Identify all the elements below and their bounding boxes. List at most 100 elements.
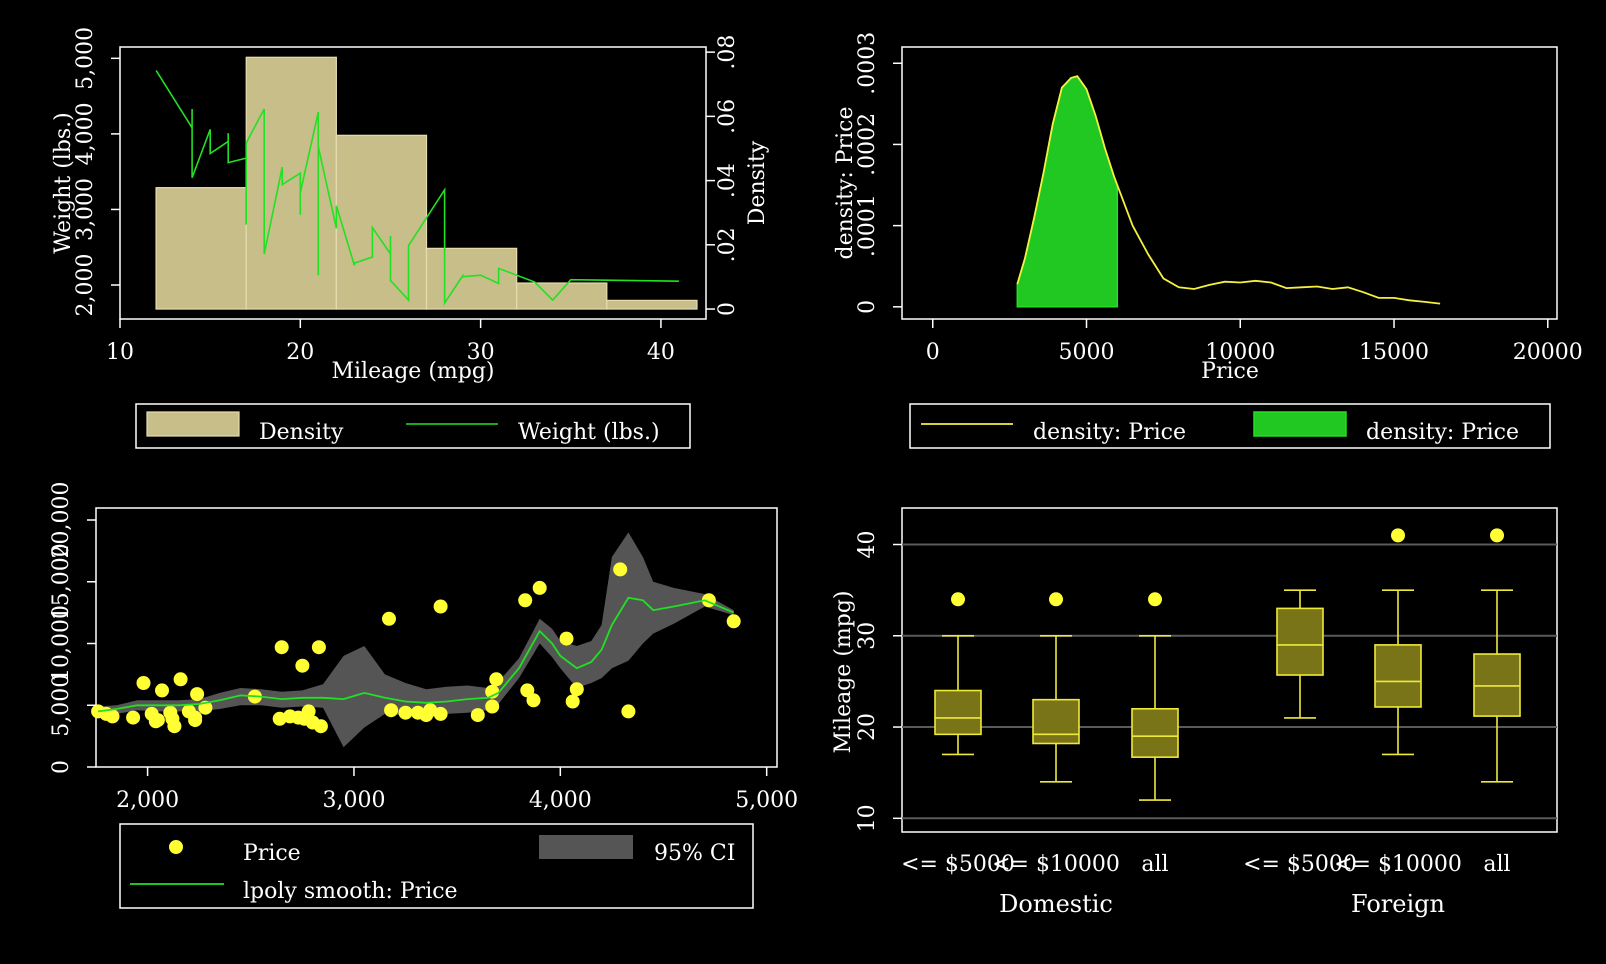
boxplots: [934, 528, 1521, 801]
x-tick-label: 4,000: [529, 788, 592, 813]
histogram-bar: [245, 56, 337, 310]
y-tick-label: 20: [855, 713, 880, 741]
x-axis-ticks: 2,000 3,000 4,000 5,000: [116, 767, 798, 813]
y-tick-label: 40: [855, 531, 880, 559]
price-point: [569, 682, 584, 697]
y2-axis-ticks: 0 .02 .04 .06 .08: [706, 35, 740, 316]
weight-line-series: [155, 69, 680, 306]
y-tick-label: 4,000: [73, 102, 98, 165]
legend-smooth-label: lpoly smooth: Price: [243, 879, 458, 904]
category-label: <= $10000: [992, 852, 1120, 877]
legend-frame: [135, 403, 691, 449]
y-axis-label: density: Price: [833, 107, 858, 260]
y-tick-label: .0003: [855, 32, 880, 95]
y-tick-label: .04: [715, 163, 740, 198]
y-tick-label: 0: [49, 760, 74, 774]
box-domestic-0: [934, 592, 982, 756]
x-tick-label: 3,000: [322, 788, 385, 813]
legend-weight-label: Weight (lbs.): [518, 420, 660, 445]
box-body: [1374, 644, 1422, 708]
x-tick-label: 0: [926, 340, 940, 365]
legend-ci-swatch: [539, 835, 633, 859]
box-foreign-0: [1276, 589, 1324, 719]
price-point: [485, 699, 500, 714]
legend-frame: [909, 403, 1551, 449]
y-tick-label: 30: [855, 622, 880, 650]
y-tick-label: .02: [715, 227, 740, 262]
box-body: [1131, 707, 1179, 758]
outlier-point: [1391, 528, 1405, 543]
histogram-bars: [155, 56, 698, 310]
price-point: [384, 703, 399, 718]
x-axis-ticks: 10 20 30 40: [106, 319, 675, 365]
price-point: [398, 705, 413, 720]
category-label: all: [1141, 852, 1168, 877]
price-point: [485, 684, 500, 699]
y2-axis-label: Density: [745, 140, 770, 225]
x-tick-label: 10000: [1205, 340, 1275, 365]
price-point: [313, 719, 328, 734]
legend-density-swatch: [146, 411, 240, 437]
price-point: [150, 713, 165, 728]
y-axis-ticks: 2,000 3,000 4,000 5,000: [73, 27, 120, 316]
y-tick-label: 0: [715, 302, 740, 316]
lpoly-smooth-line: [97, 596, 735, 713]
legend: density: Price density: Price: [909, 403, 1551, 449]
price-point: [173, 672, 188, 687]
y-tick-label: 10,000: [49, 605, 74, 682]
y-tick-label: .08: [715, 35, 740, 70]
price-point: [167, 719, 182, 734]
price-point: [382, 611, 396, 626]
x-tick-label: 10: [106, 340, 134, 365]
y-tick-label: 10: [855, 804, 880, 832]
x-tick-label: 5000: [1059, 340, 1115, 365]
outlier-point: [1049, 592, 1063, 607]
category-label: <= $5000: [1243, 852, 1357, 877]
price-point: [105, 709, 120, 724]
y-tick-label: .0001: [855, 194, 880, 257]
outlier-point: [1148, 592, 1162, 607]
outlier-point: [951, 592, 965, 607]
plot-frame: [95, 507, 778, 768]
histogram-bar: [425, 247, 518, 310]
x-axis-ticks: 0 5000 10000 15000 20000: [926, 319, 1583, 365]
price-point: [136, 676, 151, 690]
price-points: [91, 562, 741, 734]
price-point: [126, 710, 141, 725]
price-weight-scatter-panel: 2,000 3,000 4,000 5,000 05,00010,00015,0002…: [49, 482, 798, 909]
x-axis-label: Mileage (mpg): [331, 359, 494, 384]
y-tick-label: 3,000: [73, 178, 98, 241]
x-tick-label: 5,000: [735, 788, 798, 813]
price-density-panel: 0 5000 10000 15000 20000 0 .0001 .0002 .0003 Pr…: [833, 32, 1583, 449]
category-label: <= $10000: [1334, 852, 1462, 877]
legend-area-label: density: Price: [1366, 420, 1519, 445]
price-point: [559, 631, 574, 646]
histogram-bar: [155, 187, 247, 310]
legend-frame: [119, 823, 754, 909]
price-point: [489, 672, 504, 687]
legend-ci-label: 95% CI: [654, 841, 735, 866]
price-point: [188, 710, 203, 725]
price-point: [190, 687, 205, 702]
y-axis-label: Mileage (mpg): [831, 590, 856, 753]
x-tick-label: 2,000: [116, 788, 179, 813]
plot-frame: [901, 507, 1558, 833]
y-tick-label: .0002: [855, 113, 880, 176]
legend-price-label: Price: [243, 841, 301, 866]
box-domestic-2: [1131, 592, 1179, 801]
outlier-point: [1490, 528, 1504, 543]
y-axis-ticks: 0 .0001 .0002 .0003: [855, 32, 902, 314]
price-point: [613, 562, 628, 577]
y-axis-ticks: 10 20 30 40: [855, 531, 902, 832]
price-point: [274, 640, 289, 655]
y-tick-label: 20,000: [49, 482, 74, 559]
legend: Price 95% CI lpoly smooth: Price: [119, 823, 754, 909]
box-body: [934, 689, 982, 736]
price-point: [532, 580, 547, 595]
price-point: [155, 683, 169, 698]
group-label: Foreign: [1351, 890, 1445, 918]
legend-density-label: Density: [259, 420, 344, 445]
y-tick-label: 0: [855, 300, 880, 314]
